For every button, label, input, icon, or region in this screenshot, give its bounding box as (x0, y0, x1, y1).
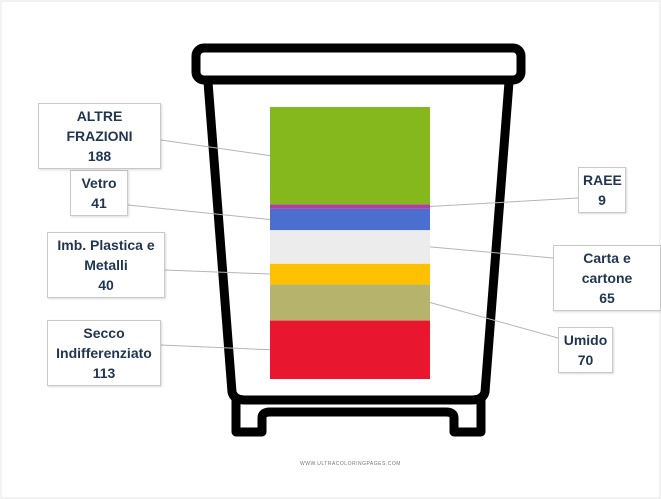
watermark: WWW.ULTRACOLORINGPAGES.COM (300, 461, 401, 467)
segment-label: Imb. Plastica e Metalli 40 (47, 232, 165, 298)
segment-value: 113 (92, 365, 116, 381)
segment-value: 70 (577, 352, 594, 368)
leader-line (160, 344, 271, 351)
segment-name: Umido (563, 332, 608, 348)
segment-label: Vetro 41 (70, 170, 128, 216)
segment-label: Carta e cartone 65 (553, 245, 661, 311)
segment-name: Secco Indifferenziato (56, 325, 152, 361)
segment-value: 40 (98, 277, 114, 293)
segment-label: Umido 70 (558, 327, 613, 373)
bar-segment (270, 284, 430, 321)
leader-line (164, 269, 271, 275)
segment-label: Secco Indifferenziato 113 (47, 320, 161, 386)
segment-value: 9 (598, 192, 606, 208)
leader-line (160, 139, 271, 157)
leader-line (429, 301, 559, 339)
leader-line (429, 197, 579, 208)
segment-value: 41 (91, 195, 107, 211)
segment-name: ALTRE FRAZIONI (66, 108, 133, 144)
segment-value: 65 (599, 290, 615, 306)
segment-name: Vetro (81, 175, 117, 191)
segment-label: RAEE 9 (578, 167, 626, 213)
segment-name: Carta e cartone (581, 250, 633, 286)
segment-name: Imb. Plastica e Metalli (57, 237, 155, 273)
leader-line (127, 204, 271, 220)
segment-value: 188 (87, 148, 112, 164)
segment-name: RAEE (583, 172, 622, 188)
bar-segment (270, 263, 430, 285)
leader-line (429, 246, 554, 259)
bin (191, 43, 526, 437)
bar-segment (270, 107, 430, 205)
bar-segment (270, 230, 430, 264)
segment-label: ALTRE FRAZIONI 188 (38, 103, 161, 169)
bar-segment (270, 204, 430, 209)
bar-segment (270, 320, 430, 379)
bar-segment (270, 208, 430, 231)
